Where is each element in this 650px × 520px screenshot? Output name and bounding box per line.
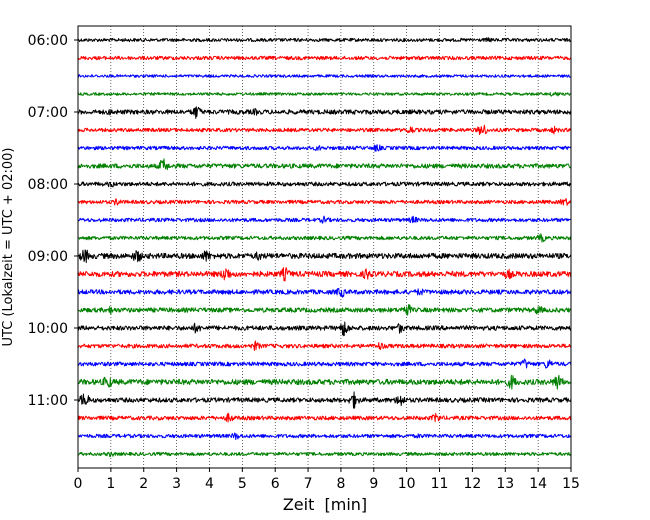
x-tick-label: 4: [205, 476, 214, 492]
x-tick-label: 13: [496, 476, 514, 492]
y-tick-label: 09:00: [28, 249, 68, 265]
trace-0915: [77, 267, 572, 282]
x-tick-label: 7: [304, 476, 313, 492]
trace-0715: [77, 124, 572, 136]
x-tick-label: 10: [398, 476, 416, 492]
y-axis-title: UTC (Lokalzeit = UTC + 02:00): [1, 148, 16, 347]
trace-1115: [77, 412, 572, 423]
trace-1100: [77, 391, 572, 409]
trace-0830: [77, 215, 572, 224]
x-tick-label: 14: [529, 476, 547, 492]
trace-0645: [77, 91, 572, 97]
trace-0945: [77, 303, 572, 316]
y-tick-label: 08:00: [28, 177, 68, 193]
trace-0815: [77, 198, 572, 206]
trace-0730: [77, 144, 572, 152]
trace-0700: [77, 106, 572, 119]
x-tick-label: 9: [369, 476, 378, 492]
trace-1015: [77, 340, 572, 351]
trace-1130: [77, 432, 572, 441]
trace-0615: [77, 55, 572, 61]
plot-frame: [77, 25, 572, 469]
trace-0600: [77, 37, 572, 43]
trace-0845: [77, 233, 572, 243]
trace-0800: [77, 181, 572, 188]
x-tick-label: 11: [431, 476, 449, 492]
x-tick-label: 3: [172, 476, 181, 492]
x-tick-label: 15: [562, 476, 580, 492]
trace-1000: [77, 321, 572, 337]
x-axis: 0 1 2 3 4 5 6 7 8 9 10 11 12 13 14 15: [74, 468, 580, 492]
y-tick-label: 07:00: [28, 105, 68, 121]
y-tick-label: 10:00: [28, 321, 68, 337]
x-tick-label: 12: [463, 476, 481, 492]
x-tick-label: 0: [74, 476, 83, 492]
trace-0630: [77, 74, 572, 78]
trace-0900: [77, 249, 572, 264]
trace-group: [77, 37, 572, 458]
trace-1045: [77, 374, 572, 390]
trace-0745: [77, 158, 572, 171]
y-tick-label: 11:00: [28, 393, 68, 409]
x-tick-label: 2: [139, 476, 148, 492]
trace-0930: [77, 287, 572, 298]
trace-1145: [77, 451, 572, 458]
y-tick-label: 06:00: [28, 33, 68, 49]
x-tick-label: 8: [336, 476, 345, 492]
x-axis-title: Zeit [min]: [283, 495, 367, 514]
x-tick-label: 6: [271, 476, 280, 492]
trace-1030: [77, 358, 572, 369]
y-axis: 06:00 07:00 08:00 09:00 10:00 11:00: [28, 33, 78, 409]
x-tick-label: 1: [106, 476, 115, 492]
x-tick-label: 5: [238, 476, 247, 492]
